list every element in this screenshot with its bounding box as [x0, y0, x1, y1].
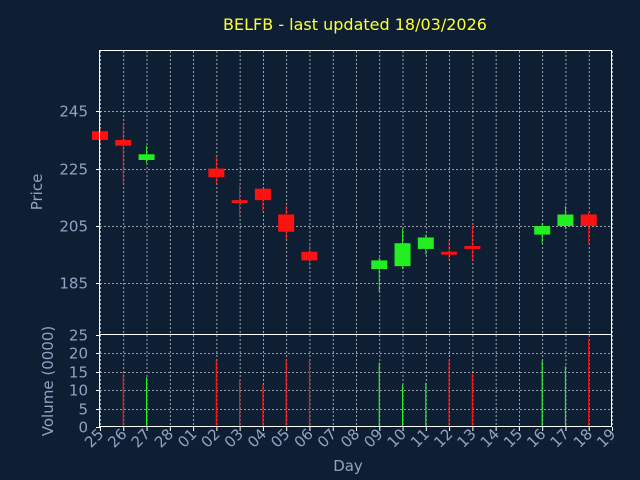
- price-axis-label: Price: [28, 174, 46, 211]
- candle-body: [138, 154, 155, 161]
- candle-body: [371, 260, 388, 270]
- volume-tick-label: 20: [69, 345, 88, 363]
- candle-body: [115, 139, 132, 146]
- candle-body: [557, 214, 574, 226]
- volume-tick-label: 25: [69, 327, 88, 345]
- candle-body: [394, 243, 411, 267]
- price-tick-label: 205: [59, 218, 88, 236]
- price-y-ticks: 185 205 225 245: [59, 103, 100, 293]
- volume-tick-label: 15: [69, 364, 88, 382]
- candle-body: [441, 251, 458, 255]
- volume-tick-label: 10: [69, 382, 88, 400]
- x-tick-label: 19: [593, 425, 619, 451]
- candle-body: [534, 225, 551, 235]
- chart-title: BELFB - last updated 18/03/2026: [223, 15, 487, 34]
- candle-body: [580, 214, 597, 226]
- volume-tick-label: 5: [78, 401, 88, 419]
- volume-grid: [100, 335, 613, 427]
- price-grid: [100, 51, 613, 335]
- candles: [92, 122, 597, 292]
- candle-body: [464, 246, 481, 249]
- candle-body: [417, 237, 434, 249]
- volume-axis-label: Volume (0000): [39, 326, 57, 436]
- x-axis-label: Day: [333, 457, 363, 475]
- volume-panel-frame: [99, 334, 612, 427]
- candle-body: [231, 200, 248, 204]
- price-panel-frame: [99, 50, 612, 335]
- candle-body: [301, 251, 318, 261]
- price-tick-label: 245: [59, 103, 88, 121]
- candle-body: [208, 168, 225, 178]
- candle-body: [278, 214, 295, 232]
- candle-body: [254, 188, 271, 201]
- volume-bars: [122, 338, 590, 427]
- price-tick-label: 225: [59, 161, 88, 179]
- price-tick-label: 185: [59, 275, 88, 293]
- x-ticks: 2526272801020304050607080910111213141516…: [81, 425, 619, 451]
- volume-tick-label: 0: [78, 419, 88, 437]
